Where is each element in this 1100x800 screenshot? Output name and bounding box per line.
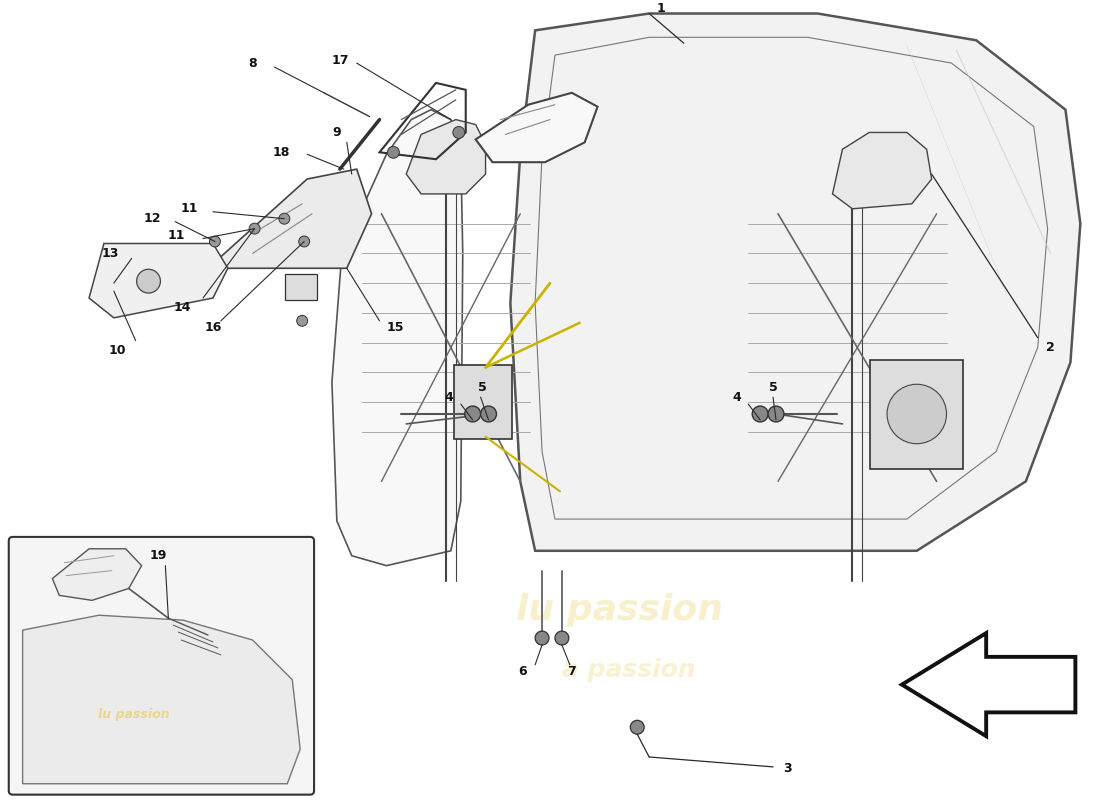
Polygon shape — [208, 169, 372, 268]
Text: 8: 8 — [249, 57, 257, 70]
Polygon shape — [833, 133, 932, 209]
Text: 4: 4 — [444, 390, 453, 404]
Circle shape — [887, 384, 946, 444]
FancyBboxPatch shape — [285, 274, 317, 300]
Text: 4: 4 — [732, 390, 740, 404]
Text: a passion: a passion — [562, 658, 696, 682]
Circle shape — [752, 406, 768, 422]
Circle shape — [768, 406, 784, 422]
Polygon shape — [23, 615, 300, 784]
Circle shape — [535, 631, 549, 645]
Circle shape — [387, 146, 399, 158]
Polygon shape — [89, 243, 228, 318]
Text: 14: 14 — [174, 302, 191, 314]
Text: 9: 9 — [332, 126, 341, 139]
Polygon shape — [902, 633, 1076, 736]
Circle shape — [279, 214, 289, 224]
FancyBboxPatch shape — [454, 366, 513, 438]
Circle shape — [249, 223, 260, 234]
Text: 11: 11 — [167, 229, 185, 242]
Circle shape — [556, 631, 569, 645]
FancyBboxPatch shape — [870, 361, 964, 469]
Text: lu passion: lu passion — [98, 708, 169, 721]
Text: 16: 16 — [205, 322, 221, 334]
Text: lu passion: lu passion — [627, 198, 930, 250]
Text: 18: 18 — [273, 146, 290, 158]
Circle shape — [297, 315, 308, 326]
Text: 12: 12 — [144, 212, 162, 226]
Text: 11: 11 — [180, 202, 198, 215]
Circle shape — [464, 406, 481, 422]
Text: 17: 17 — [331, 54, 349, 66]
Text: 13: 13 — [101, 247, 119, 260]
Polygon shape — [406, 119, 485, 194]
Text: 10: 10 — [108, 344, 125, 357]
Text: 3: 3 — [783, 762, 792, 775]
Text: 5: 5 — [769, 381, 778, 394]
Text: 2: 2 — [1046, 341, 1055, 354]
Polygon shape — [53, 549, 142, 600]
Polygon shape — [475, 93, 597, 162]
Text: 1: 1 — [657, 2, 665, 15]
Polygon shape — [332, 110, 463, 566]
Circle shape — [299, 236, 309, 247]
Text: 7: 7 — [568, 666, 576, 678]
Polygon shape — [510, 14, 1080, 550]
Text: since 1985: since 1985 — [715, 298, 900, 327]
Text: 6: 6 — [518, 666, 527, 678]
Circle shape — [453, 126, 464, 138]
Circle shape — [209, 236, 220, 247]
Text: 19: 19 — [150, 550, 167, 562]
Circle shape — [481, 406, 496, 422]
Circle shape — [136, 270, 161, 293]
Text: 15: 15 — [386, 322, 404, 334]
Circle shape — [630, 720, 645, 734]
Text: lu passion: lu passion — [516, 594, 723, 627]
Text: 5: 5 — [478, 381, 487, 394]
FancyBboxPatch shape — [9, 537, 315, 794]
